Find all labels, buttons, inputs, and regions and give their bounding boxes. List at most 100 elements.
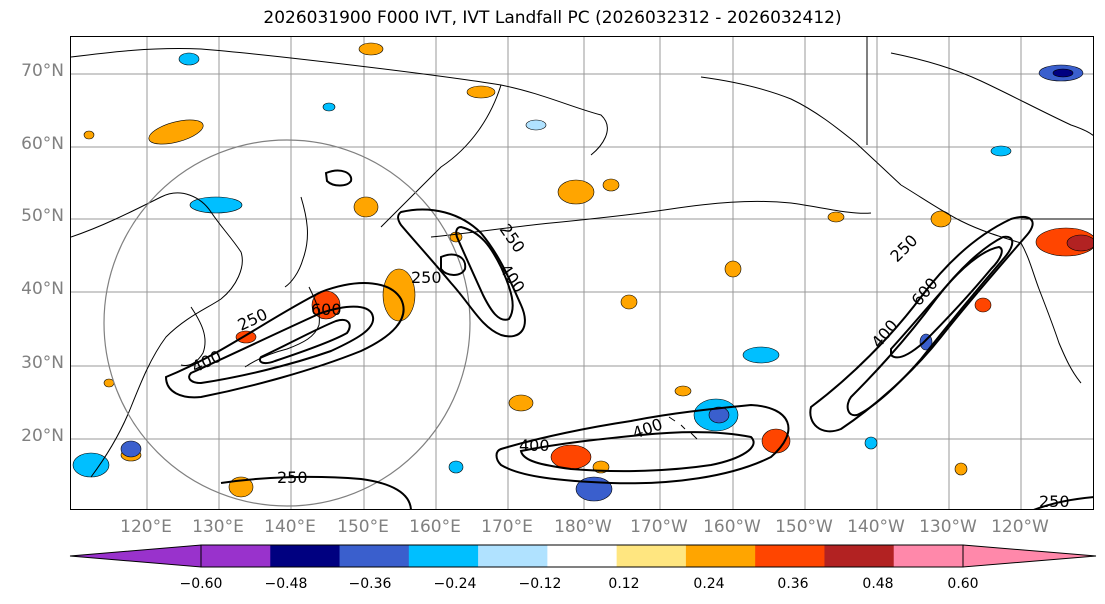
patch-pos (674, 385, 692, 397)
contour-250-east (809, 216, 1034, 433)
patch-pos (724, 260, 742, 278)
patch-pos (148, 119, 204, 145)
colorbar-cell (893, 545, 964, 567)
lat-label-40n: 40°N (21, 279, 64, 299)
coast-japan (244, 286, 320, 368)
patch-neg (189, 196, 243, 214)
lon-label-140e: 140°E (264, 517, 316, 537)
contour-label: 250 (277, 468, 308, 487)
contour-label: 250 (411, 268, 442, 287)
patch-pos (83, 130, 95, 140)
hawaii-islands (668, 416, 698, 440)
lon-label-130w: 130°W (919, 517, 977, 537)
coast-aleutians (430, 200, 872, 238)
patch-neg (72, 452, 110, 478)
patch-pos (358, 42, 384, 56)
lat-label-20n: 20°N (21, 426, 64, 446)
patch-neg (178, 52, 200, 66)
patch-neg (448, 460, 464, 474)
patch-neg (864, 436, 878, 450)
patch-pos (557, 179, 595, 205)
lon-label-130e: 130°E (192, 517, 244, 537)
coast-kamchatka (380, 84, 502, 228)
colorbar-tick: 0.60 (947, 576, 979, 592)
lat-label-70n: 70°N (21, 61, 64, 81)
map-panel: 250 400 600 250 400 250 400 600 400 250 … (70, 36, 1094, 510)
colorbar-cell (616, 545, 687, 567)
contour-250-gulf (495, 403, 790, 485)
colorbar-cell (408, 545, 479, 567)
figure-title: 2026031900 F000 IVT, IVT Landfall PC (20… (263, 8, 842, 28)
patch-neg (120, 440, 142, 458)
lon-label-160w: 160°W (703, 517, 761, 537)
coast-canada-arctic (890, 52, 1093, 136)
colorbar-tick: 0.48 (862, 576, 894, 592)
contour-600-west (259, 319, 351, 365)
contour-label: 250 (1039, 492, 1070, 510)
coast-asia-north (71, 48, 608, 156)
patch-pos (620, 294, 638, 310)
patch-pos (235, 330, 257, 344)
range-circle (103, 139, 471, 507)
lon-label-120w: 120°W (991, 517, 1049, 537)
colorbar-over-extension (962, 544, 1097, 568)
patch-pos (602, 178, 620, 192)
contour-250-se-corner (1033, 496, 1093, 509)
coast-alaska-south (900, 184, 1022, 244)
coast-alaska-west (700, 76, 902, 186)
colorbar-cell (270, 545, 341, 567)
colorbar-outline (200, 544, 964, 568)
colorbar-tick: −0.12 (518, 576, 562, 592)
contour-400-centralnorth (455, 225, 514, 321)
ivt-contours (164, 169, 1093, 509)
lon-label-170e: 170°E (481, 517, 533, 537)
contour-400-gulf (519, 431, 755, 473)
colorbar-tick: 0.36 (777, 576, 809, 592)
colorbar-cell (478, 545, 548, 567)
patch-pos (827, 211, 845, 223)
patch-pos (550, 444, 592, 470)
colorbar-cells (69, 544, 1097, 568)
lon-label-150e: 150°E (337, 517, 389, 537)
colorbar-cell (339, 545, 410, 567)
patch-pos (1066, 234, 1093, 252)
lat-label-60n: 60°N (21, 134, 64, 154)
contour-label: 600 (311, 300, 342, 319)
colorbar-tick: 0.12 (608, 576, 640, 592)
colorbar-cell (755, 545, 825, 567)
contour-250-centralnorth (397, 208, 526, 338)
patch-neg (708, 406, 730, 424)
negative-ivt-patches (72, 52, 1084, 502)
coast-asia-east (71, 192, 243, 478)
patch-pos (954, 462, 968, 476)
patch-pos (930, 210, 952, 228)
coast-korea (180, 306, 206, 366)
contour-250-south (220, 475, 412, 509)
colorbar-cell (685, 545, 756, 567)
contour-400-east (846, 235, 1014, 417)
contour-400-west (188, 305, 375, 385)
coast-sakhalin (284, 196, 308, 288)
contour-label: 250 (235, 304, 271, 334)
lon-label-180w: 180°W (554, 517, 612, 537)
contour-250-west (164, 282, 405, 399)
colorbar-tick: 0.24 (693, 576, 725, 592)
lon-label-140w: 140°W (847, 517, 905, 537)
colorbar (69, 544, 1097, 568)
contour-label: 600 (908, 274, 942, 310)
lon-label-170w: 170°W (630, 517, 688, 537)
contour-small-north (324, 169, 353, 187)
colorbar-cell (824, 545, 895, 567)
colorbar-tick: −0.24 (433, 576, 477, 592)
patch-neg (322, 102, 336, 112)
colorbar-tick: −0.48 (264, 576, 308, 592)
patch-neg (990, 145, 1012, 157)
coastlines (71, 37, 1093, 478)
graticule (71, 37, 1093, 509)
contour-label: 400 (868, 316, 902, 352)
lon-label-160e: 160°E (409, 517, 461, 537)
contour-label: 400 (519, 436, 550, 455)
colorbar-under-extension (69, 544, 202, 568)
coast-na-west (1020, 242, 1082, 384)
colorbar-cell (547, 545, 618, 567)
